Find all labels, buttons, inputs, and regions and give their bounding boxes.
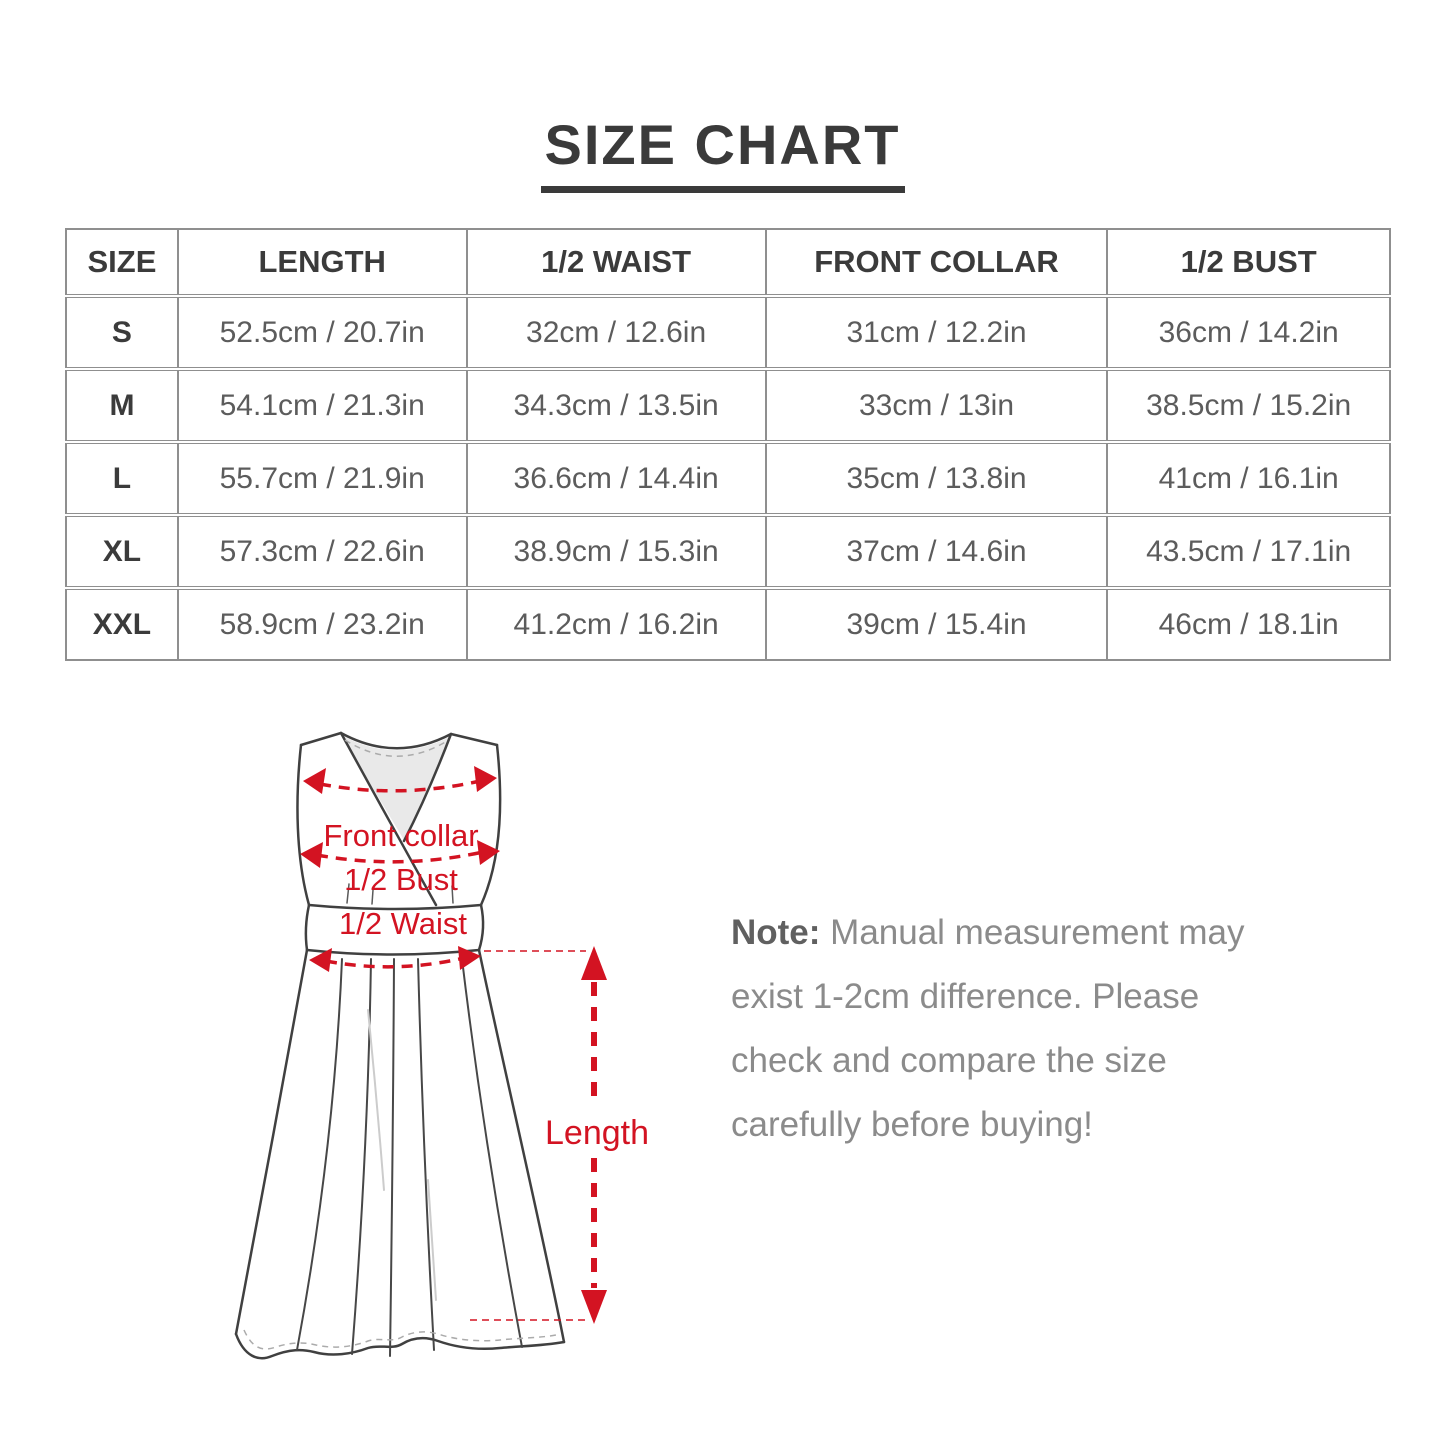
table-row-l: L 55.7cm / 21.9in 36.6cm / 14.4in 35cm /… (65, 440, 1391, 515)
wrap-right-edge (402, 732, 453, 843)
size-label: XL (65, 513, 179, 588)
page-title: SIZE CHART (540, 112, 905, 193)
collar-value: 33cm / 13in (764, 367, 1109, 442)
pleat-line (351, 958, 372, 1355)
neckline-stitch (344, 739, 448, 757)
front-collar-label: Front collar (323, 818, 478, 853)
arrowhead-up (581, 946, 607, 980)
skirt-pleats (296, 958, 523, 1357)
bust-value: 43.5cm / 17.1in (1106, 513, 1391, 588)
waistband-right (477, 903, 485, 952)
waist-value: 34.3cm / 13.5in (465, 367, 767, 442)
arrowhead-left (303, 768, 326, 794)
length-label: Length (545, 1114, 649, 1152)
note-prefix: Note: (731, 913, 821, 952)
pleat-line (461, 958, 523, 1348)
fabric-highlights (367, 1009, 437, 1301)
waistband-left (304, 903, 311, 952)
pleat-line (296, 958, 343, 1351)
neckline-fill (341, 735, 451, 840)
bust-value: 46cm / 18.1in (1106, 586, 1391, 660)
gather-tick (451, 885, 454, 904)
collar-value: 31cm / 12.2in (764, 294, 1109, 369)
header-bust: 1/2 BUST (1106, 229, 1391, 296)
arrowhead-right (474, 766, 497, 792)
header-row: SIZE LENGTH 1/2 WAIST FRONT COLLAR 1/2 B… (65, 229, 1391, 296)
length-value: 52.5cm / 20.7in (176, 294, 468, 369)
gather-tick (346, 883, 350, 904)
pleat-line (389, 958, 395, 1357)
note-paragraph: Note: Manual measurement may exist 1-2cm… (731, 901, 1291, 1157)
length-value: 55.7cm / 21.9in (176, 440, 468, 515)
right-side-seam (479, 743, 502, 907)
waistband-bottom (305, 948, 481, 956)
header-collar: FRONT COLLAR (764, 229, 1109, 296)
dress-measurement-diagram: Front collar 1/2 Bust 1/2 Waist Length (234, 731, 649, 1360)
gather-tick (371, 889, 374, 905)
table-row-m: M 54.1cm / 21.3in 34.3cm / 13.5in 33cm /… (65, 367, 1391, 442)
length-value: 58.9cm / 23.2in (176, 586, 468, 660)
bodice-gathers (346, 883, 454, 905)
length-value: 54.1cm / 21.3in (176, 367, 468, 442)
size-label: S (65, 294, 179, 369)
bust-value: 41cm / 16.1in (1106, 440, 1391, 515)
header-waist: 1/2 WAIST (465, 229, 767, 296)
size-label: XXL (65, 586, 179, 660)
highlight-line (427, 1179, 437, 1301)
size-table: SIZE LENGTH 1/2 WAIST FRONT COLLAR 1/2 B… (65, 228, 1391, 661)
arrowhead-left (309, 948, 332, 972)
half-waist-measure-line (325, 956, 465, 969)
hem-line (234, 1332, 566, 1360)
size-label: M (65, 367, 179, 442)
stitch-lines (243, 739, 557, 1350)
title-wrap: SIZE CHART (0, 112, 1445, 193)
half-bust-measure-line (316, 850, 484, 864)
skirt-left-edge (234, 948, 309, 1336)
highlight-line (367, 1009, 385, 1191)
length-value: 57.3cm / 22.6in (176, 513, 468, 588)
waist-value: 38.9cm / 15.3in (465, 513, 767, 588)
front-collar-measure-line (319, 779, 481, 793)
hem-stitch (243, 1329, 557, 1350)
waist-value: 36.6cm / 14.4in (465, 440, 767, 515)
wrap-left-edge (339, 731, 438, 907)
waistband-top (307, 903, 483, 911)
arrowhead-down (581, 1290, 607, 1324)
size-label: L (65, 440, 179, 515)
collar-value: 35cm / 13.8in (764, 440, 1109, 515)
measurement-annotations: Front collar 1/2 Bust 1/2 Waist Length (300, 766, 649, 1324)
bust-value: 38.5cm / 15.2in (1106, 367, 1391, 442)
left-shoulder (299, 731, 343, 747)
header-size: SIZE (65, 229, 179, 296)
table-row-xxl: XXL 58.9cm / 23.2in 41.2cm / 16.2in 39cm… (65, 586, 1391, 660)
waist-value: 32cm / 12.6in (465, 294, 767, 369)
collar-value: 37cm / 14.6in (764, 513, 1109, 588)
bust-value: 36cm / 14.2in (1106, 294, 1391, 369)
header-length: LENGTH (176, 229, 468, 296)
table-row-s: S 52.5cm / 20.7in 32cm / 12.6in 31cm / 1… (65, 294, 1391, 369)
skirt-right-edge (477, 948, 566, 1344)
half-waist-label: 1/2 Waist (339, 906, 467, 941)
note-body: Manual measurement may exist 1-2cm diffe… (731, 913, 1245, 1144)
size-table-wrap: SIZE LENGTH 1/2 WAIST FRONT COLLAR 1/2 B… (65, 228, 1391, 661)
right-shoulder (449, 732, 499, 747)
left-side-seam (296, 743, 311, 907)
arrowhead-right (458, 946, 481, 970)
collar-value: 39cm / 15.4in (764, 586, 1109, 660)
back-neckline (339, 731, 453, 750)
table-row-xl: XL 57.3cm / 22.6in 38.9cm / 15.3in 37cm … (65, 513, 1391, 588)
pleat-line (417, 958, 435, 1351)
waist-value: 41.2cm / 16.2in (465, 586, 767, 660)
arrowhead-right (477, 840, 500, 865)
arrowhead-left (300, 842, 323, 868)
half-bust-label: 1/2 Bust (344, 862, 458, 897)
